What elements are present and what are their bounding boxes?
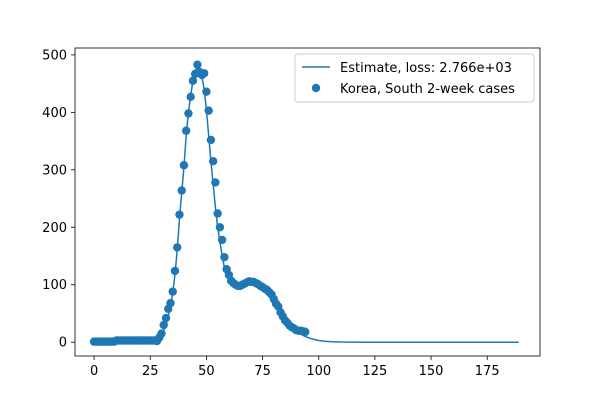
data-point	[168, 287, 177, 296]
x-tick-label: 25	[142, 364, 159, 379]
plot-frame	[74, 47, 541, 357]
data-point	[186, 92, 195, 102]
data-point	[177, 186, 186, 195]
data-point	[193, 60, 202, 69]
y-tick-label: 300	[42, 163, 67, 178]
y-tick-label: 200	[42, 221, 67, 236]
data-point	[208, 157, 218, 166]
data-point	[206, 135, 216, 145]
legend-label-estimate: Estimate, loss: 2.766e+03	[340, 61, 512, 76]
data-point	[184, 109, 193, 118]
data-point	[301, 327, 310, 337]
data-point	[213, 209, 222, 218]
data-point	[173, 243, 182, 252]
x-axis: 0 25 50 75 100 125 150 175	[90, 356, 500, 379]
y-axis: 0 100 200 300 400 500	[42, 48, 75, 351]
data-point	[215, 223, 225, 232]
data-point	[182, 126, 191, 135]
data-point	[188, 76, 198, 85]
x-tick-label: 150	[419, 364, 444, 379]
data-point	[161, 313, 171, 323]
x-tick-label: 75	[254, 364, 271, 379]
x-tick-label: 125	[362, 364, 387, 379]
data-point	[220, 252, 229, 262]
y-tick-label: 400	[42, 106, 67, 121]
x-tick-label: 100	[306, 364, 331, 379]
legend-label-cases: Korea, South 2-week cases	[340, 82, 515, 97]
data-point	[170, 266, 180, 276]
legend: Estimate, loss: 2.766e+03 Korea, South 2…	[294, 53, 535, 103]
x-tick-label: 175	[475, 364, 500, 379]
data-point	[217, 235, 227, 245]
data-point	[175, 210, 184, 219]
data-point	[166, 298, 175, 308]
y-tick-label: 0	[59, 336, 67, 351]
y-tick-label: 500	[42, 48, 67, 63]
scatter-layer	[89, 60, 310, 346]
data-point	[199, 69, 209, 78]
x-tick-label: 0	[90, 364, 98, 379]
x-tick-label: 50	[198, 364, 215, 379]
legend-box	[294, 53, 535, 103]
data-point	[157, 329, 166, 338]
data-point	[204, 106, 213, 115]
y-tick-label: 100	[42, 278, 67, 293]
data-point	[159, 320, 168, 330]
data-point	[202, 87, 211, 96]
legend-scatter-marker	[311, 83, 321, 93]
data-point	[211, 178, 220, 187]
data-point	[179, 161, 189, 170]
